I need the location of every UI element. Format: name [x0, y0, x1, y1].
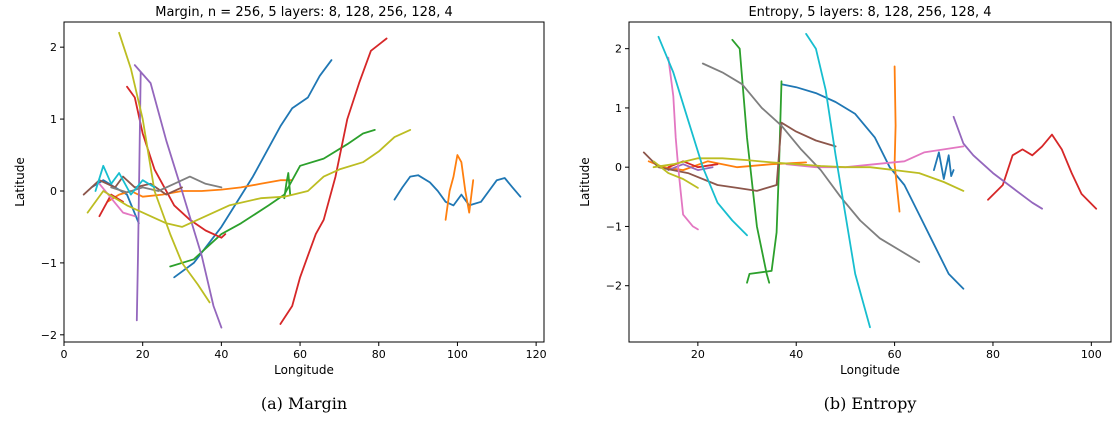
- x-tick-label: 80: [372, 348, 386, 361]
- series-line-3: [893, 65, 901, 213]
- series-line-10: [667, 163, 714, 171]
- y-tick-label: 0: [615, 161, 622, 174]
- series-line-5: [444, 154, 475, 221]
- series-line-17: [86, 129, 412, 228]
- y-tick-label: −2: [606, 280, 622, 293]
- series-line-11: [642, 121, 837, 192]
- series-line-1: [780, 83, 965, 290]
- series-line-12: [667, 56, 699, 231]
- x-axis-label: Longitude: [840, 363, 900, 377]
- x-tick-label: 60: [293, 348, 307, 361]
- series-line-12: [135, 71, 142, 322]
- series-line-7: [987, 133, 1098, 210]
- x-tick-label: 100: [447, 348, 468, 361]
- series-line-13: [785, 145, 965, 169]
- series-line-5: [731, 38, 771, 284]
- x-tick-label: 60: [888, 348, 902, 361]
- series-line-2: [933, 151, 955, 180]
- plot-frame: [628, 21, 1112, 343]
- series-line-15: [652, 157, 965, 192]
- series-line-18: [805, 33, 871, 329]
- series-line-10: [98, 193, 124, 218]
- series-line-7: [283, 172, 292, 200]
- y-tick-label: −1: [606, 220, 622, 233]
- figure-caption: (b) Entropy: [824, 394, 917, 413]
- chart-title: Margin, n = 256, 5 layers: 8, 128, 256, …: [155, 5, 452, 20]
- series-line-9: [279, 37, 388, 325]
- series-line-8: [126, 85, 227, 239]
- y-axis-label: Latitude: [13, 157, 27, 206]
- figure-caption: (a) Margin: [261, 394, 347, 413]
- y-tick-label: 2: [50, 41, 57, 54]
- x-tick-label: 40: [789, 348, 803, 361]
- series-line-11: [133, 64, 223, 329]
- y-tick-label: −1: [41, 257, 57, 270]
- series-line-14: [98, 182, 136, 218]
- series-line-13: [82, 175, 183, 196]
- x-tick-label: 0: [61, 348, 68, 361]
- y-tick-label: −2: [41, 329, 57, 342]
- series-line-17: [657, 35, 748, 237]
- series-line-16: [652, 160, 699, 189]
- series-line-14: [701, 62, 921, 263]
- entropy-chart: 20 40 60 80 100 −2 −1 0 1 2 Longitude Latitude Entro…: [578, 5, 1112, 413]
- series-line-2: [393, 174, 522, 207]
- y-axis-label: Latitude: [578, 157, 592, 206]
- x-tick-label: 20: [136, 348, 150, 361]
- series-line-9: [952, 115, 1043, 210]
- x-tick-label: 80: [986, 348, 1000, 361]
- y-tick-label: 1: [615, 102, 622, 115]
- series-line-4: [647, 160, 807, 171]
- x-tick-label: 100: [1081, 348, 1102, 361]
- y-tick-label: 0: [50, 185, 57, 198]
- x-tick-label: 40: [214, 348, 228, 361]
- y-tick-label: 1: [50, 113, 57, 126]
- x-axis-label: Longitude: [274, 363, 334, 377]
- series-line-18: [94, 164, 156, 196]
- x-tick-label: 120: [526, 348, 547, 361]
- x-tick-label: 20: [691, 348, 705, 361]
- series-line-16: [118, 31, 211, 304]
- y-tick-label: 2: [615, 43, 622, 56]
- margin-chart: 0 20 40 60 80 100 120 −2 −1 0 1 2 Longitude Latitude M…: [13, 5, 547, 413]
- plot-frame: [63, 21, 545, 343]
- chart-title: Entropy, 5 layers: 8, 128, 256, 128, 4: [748, 5, 991, 20]
